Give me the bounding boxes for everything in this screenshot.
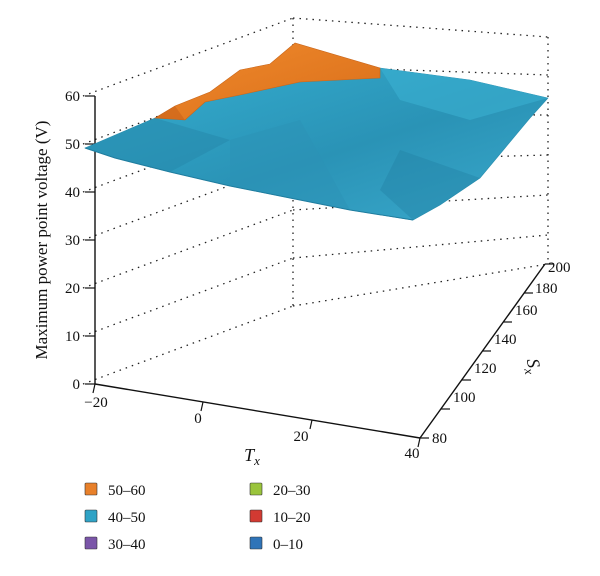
legend-swatch — [249, 509, 263, 523]
y-tick-label: 200 — [548, 260, 571, 276]
x-tick-label: −20 — [84, 395, 107, 411]
x-axis-title-main: T — [244, 445, 256, 465]
legend-label: 30–40 — [108, 537, 146, 553]
y-tick-label: 120 — [474, 361, 497, 377]
legend: 50–60 40–50 30–40 20–30 10–20 0–10 — [84, 482, 311, 553]
legend-label: 0–10 — [273, 537, 303, 553]
legend-item-50-60: 50–60 — [84, 482, 146, 499]
surface-shade-3 — [380, 68, 548, 120]
z-tick-label: 60 — [65, 89, 80, 105]
y-tick-label: 160 — [515, 303, 538, 319]
z-axis-title: Maximum power point voltage (V) — [32, 121, 51, 360]
legend-swatch — [84, 482, 98, 496]
z-tick-labels: 60 50 40 30 20 10 0 — [65, 89, 80, 393]
surface-shade-1 — [85, 118, 230, 172]
legend-item-0-10: 0–10 — [249, 536, 303, 553]
legend-item-20-30: 20–30 — [249, 482, 311, 499]
legend-item-10-20: 10–20 — [249, 509, 311, 526]
legend-swatch — [84, 509, 98, 523]
legend-label: 40–50 — [108, 510, 146, 526]
legend-label: 20–30 — [273, 483, 311, 499]
z-tick-label: 50 — [65, 137, 80, 153]
z-tick-label: 30 — [65, 233, 80, 249]
legend-swatch — [84, 536, 98, 550]
y-tick-label: 80 — [432, 431, 447, 447]
legend-item-30-40: 30–40 — [84, 536, 146, 553]
x-tick-label: 40 — [405, 446, 420, 462]
y-tick-labels: 80 100 120 140 160 180 200 — [432, 260, 571, 447]
z-tick-label: 10 — [65, 329, 80, 345]
x-axis-line — [94, 383, 421, 439]
surface — [84, 42, 549, 221]
legend-label: 50–60 — [108, 483, 146, 499]
y-axis-title-main: S — [523, 357, 544, 369]
x-axis-title: Tx — [244, 445, 260, 468]
surface-edge — [84, 147, 414, 221]
y-axis-title: Sx — [520, 357, 545, 376]
x-tick-label: 20 — [294, 429, 309, 445]
y-tick-label: 180 — [535, 281, 558, 297]
surface-shade-4 — [380, 150, 480, 220]
legend-swatch — [249, 482, 263, 496]
surface-orange-shade — [155, 106, 185, 120]
z-tick-label: 20 — [65, 281, 80, 297]
x-tick-labels: −20 0 20 40 — [84, 395, 419, 462]
z-tick-label: 0 — [73, 377, 81, 393]
z-tick-label: 40 — [65, 185, 80, 201]
surface-shade-2 — [230, 120, 350, 210]
y-axis-title-sub: x — [521, 366, 537, 375]
y-tick-label: 140 — [494, 332, 517, 348]
surface-orange-region — [154, 42, 381, 121]
axis-ticks — [85, 95, 554, 448]
legend-item-40-50: 40–50 — [84, 509, 146, 526]
x-axis-title-sub: x — [253, 453, 260, 468]
legend-label: 10–20 — [273, 510, 311, 526]
x-tick-label: 0 — [194, 411, 202, 427]
legend-swatch — [249, 536, 263, 550]
y-tick-label: 100 — [453, 390, 476, 406]
